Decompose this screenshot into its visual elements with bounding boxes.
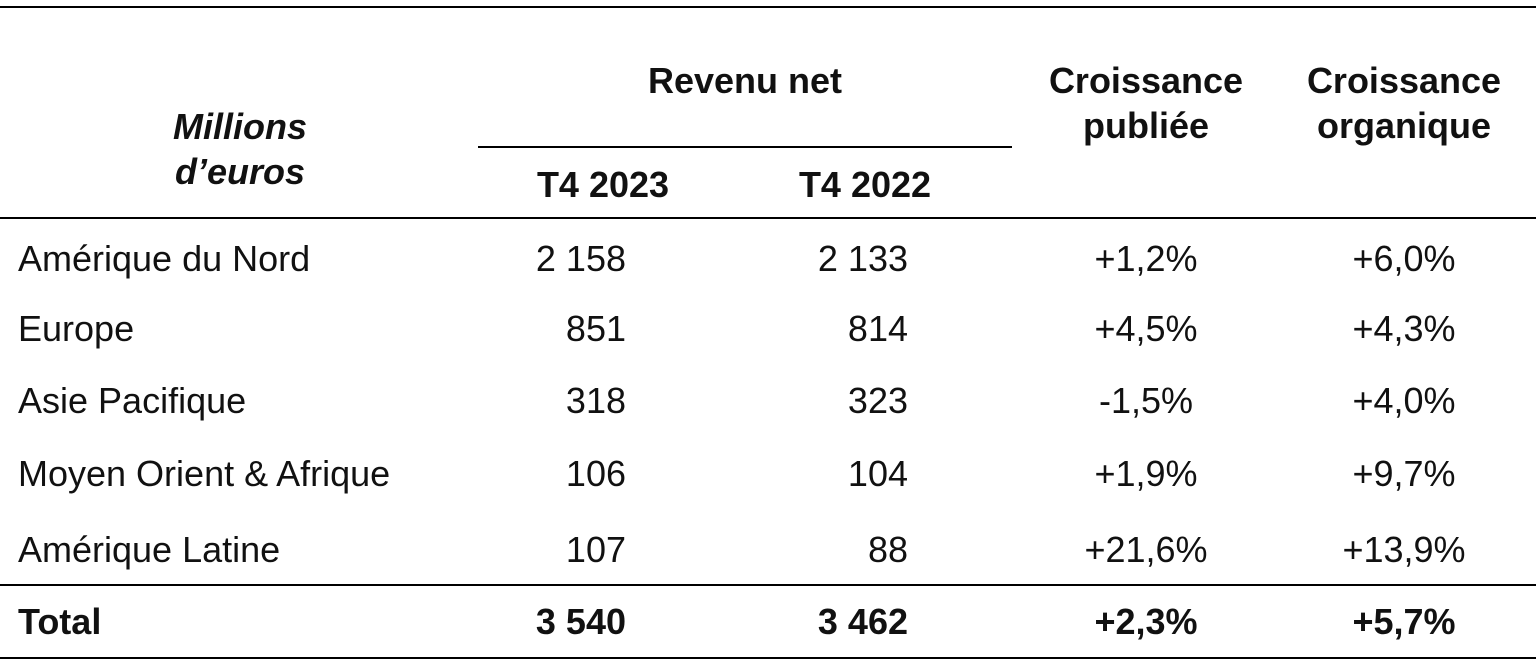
published-growth: +4,5% — [1094, 308, 1198, 349]
column-header-published-growth-line2: publiée — [1082, 105, 1210, 146]
value-t4-2022: 104 — [847, 453, 908, 494]
organic-growth: +4,0% — [1352, 380, 1456, 421]
value-t4-2023: 107 — [565, 529, 626, 570]
region-label: Asie Pacifique — [18, 380, 247, 421]
organic-growth: +9,7% — [1352, 453, 1456, 494]
total-t4-2022: 3 462 — [817, 601, 908, 642]
column-header-organic-growth-line1: Croissance — [1306, 60, 1502, 101]
revenue-group-header: Revenu net — [647, 60, 843, 101]
total-published-growth: +2,3% — [1094, 601, 1198, 642]
value-t4-2023: 2 158 — [535, 238, 626, 279]
organic-growth: +6,0% — [1352, 238, 1456, 279]
organic-growth: +4,3% — [1352, 308, 1456, 349]
value-t4-2023: 106 — [565, 453, 626, 494]
value-t4-2022: 2 133 — [817, 238, 908, 279]
value-t4-2023: 318 — [565, 380, 626, 421]
table-bottom-rule — [0, 657, 1536, 659]
column-header-published-growth-line1: Croissance — [1048, 60, 1244, 101]
published-growth: +1,9% — [1094, 453, 1198, 494]
total-organic-growth: +5,7% — [1352, 601, 1456, 642]
value-t4-2023: 851 — [565, 308, 626, 349]
value-t4-2022: 814 — [847, 308, 908, 349]
value-t4-2022: 323 — [847, 380, 908, 421]
column-header-organic-growth-line2: organique — [1316, 105, 1491, 146]
total-top-rule — [0, 584, 1536, 586]
revenue-group-rule — [478, 146, 1012, 148]
published-growth: -1,5% — [1098, 380, 1194, 421]
unit-header-line2: d’euros — [174, 151, 306, 192]
region-label: Europe — [18, 308, 135, 349]
organic-growth: +13,9% — [1342, 529, 1466, 570]
column-header-t4-2022: T4 2022 — [798, 164, 932, 205]
header-bottom-rule — [0, 217, 1536, 219]
total-t4-2023: 3 540 — [535, 601, 626, 642]
region-label: Amérique du Nord — [18, 238, 311, 279]
region-label: Amérique Latine — [18, 529, 281, 570]
unit-header-line1: Millions — [173, 106, 307, 147]
published-growth: +1,2% — [1094, 238, 1198, 279]
value-t4-2022: 88 — [867, 529, 908, 570]
column-header-t4-2023: T4 2023 — [536, 164, 670, 205]
published-growth: +21,6% — [1084, 529, 1208, 570]
region-label: Moyen Orient & Afrique — [18, 453, 391, 494]
table-top-rule — [0, 6, 1536, 8]
total-label: Total — [18, 601, 102, 642]
